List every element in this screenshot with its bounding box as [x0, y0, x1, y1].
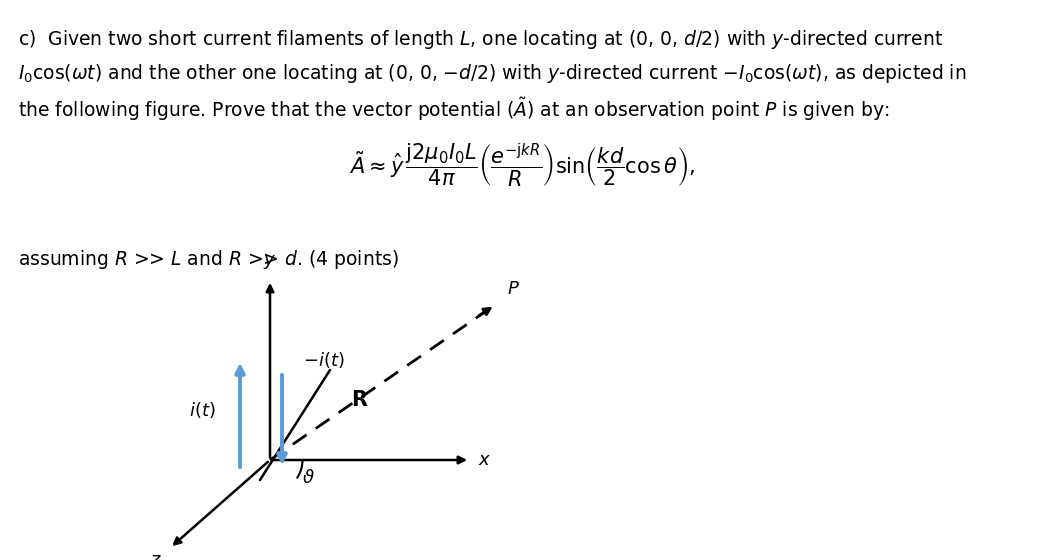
Text: $i(t)$: $i(t)$	[189, 400, 215, 420]
Text: $y$: $y$	[263, 253, 277, 271]
Text: $P$: $P$	[507, 280, 519, 298]
Text: $I_0$cos($\omega t$) and the other one locating at (0, 0, $-d$/2) with $y$-direc: $I_0$cos($\omega t$) and the other one l…	[18, 62, 967, 85]
Text: $\tilde{A} \approx \hat{y}\,\dfrac{\mathrm{j}2\mu_0 I_0 L}{4\pi}\left(\dfrac{e^{: $\tilde{A} \approx \hat{y}\,\dfrac{\math…	[349, 142, 695, 189]
Text: $\bf{R}$: $\bf{R}$	[351, 390, 369, 410]
Text: the following figure. Prove that the vector potential ($\tilde{A}$) at an observ: the following figure. Prove that the vec…	[18, 96, 889, 123]
Text: $-i(t)$: $-i(t)$	[303, 350, 345, 370]
Text: c)  Given two short current filaments of length $L$, one locating at (0, 0, $d$/: c) Given two short current filaments of …	[18, 28, 943, 51]
Text: $\vartheta$: $\vartheta$	[302, 469, 315, 487]
Text: $x$: $x$	[479, 451, 491, 469]
Text: $z$: $z$	[150, 551, 162, 560]
Text: assuming $R$ >> $L$ and $R$ >> $d$. (4 points): assuming $R$ >> $L$ and $R$ >> $d$. (4 p…	[18, 248, 399, 271]
